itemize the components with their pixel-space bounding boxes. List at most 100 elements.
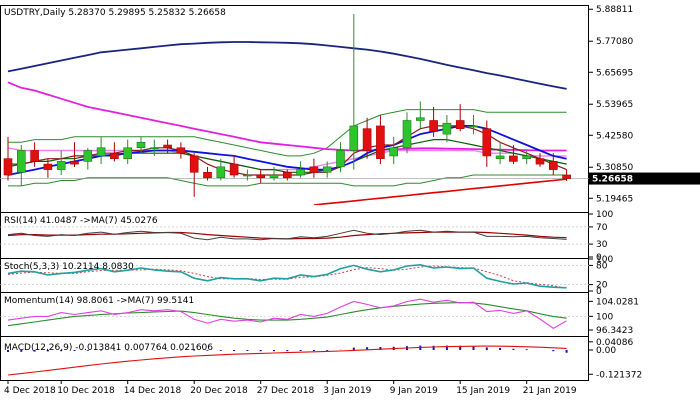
candle: [282, 171, 292, 179]
date-label: 14 Dec 2018: [124, 386, 182, 396]
candle: [349, 125, 359, 151]
macd-panel[interactable]: [7, 345, 568, 376]
axis-tick-label: 0: [596, 253, 602, 263]
candle: [110, 152, 119, 159]
momentum-line: [7, 298, 567, 329]
axis-tick-label: 5.53965: [596, 100, 633, 110]
axis-tick-label: 5.88811: [596, 5, 633, 15]
date-label: 9 Jan 2019: [390, 386, 438, 396]
candle: [415, 117, 425, 121]
rsi-title: RSI(14) 41.0487 ->MA(7) 45.0276: [4, 216, 158, 226]
axis-tick-label: 100: [596, 312, 613, 322]
candle: [269, 174, 279, 179]
candle: [548, 161, 558, 170]
momentum-axis: 104.0281 100 96.3423: [589, 297, 639, 336]
bollinger-upper-line: [8, 109, 567, 157]
axis-tick-label: 0.04086: [596, 338, 633, 348]
axis-tick-label: 0.00: [596, 346, 616, 356]
candle: [70, 161, 79, 165]
candle: [203, 171, 212, 179]
candle: [535, 158, 545, 165]
current-price-tag: 5.26658: [589, 172, 700, 185]
date-label: 27 Dec 2018: [257, 386, 315, 396]
candle: [96, 147, 106, 157]
axis-tick-label: 80: [596, 261, 608, 271]
rsi-panel[interactable]: [0, 226, 589, 245]
momentum-panel[interactable]: [0, 298, 589, 329]
moving-average-long-line: [7, 41, 567, 90]
bollinger-lower-line: [8, 174, 567, 187]
date-label: 4 Dec 2018: [4, 386, 56, 396]
axis-tick-label: 5.42580: [596, 131, 633, 141]
macd-signal-line: [7, 345, 567, 376]
candle: [150, 147, 159, 150]
candle: [176, 147, 186, 154]
axis-tick-label: -0.121372: [596, 370, 642, 380]
momentum-title: Momentum(14) 98.8061 ->MA(7) 99.5141: [4, 296, 194, 306]
axis-tick-label: 100: [596, 210, 613, 220]
candle: [522, 155, 532, 159]
candle: [455, 120, 465, 129]
candle: [163, 144, 172, 149]
trend-line: [313, 178, 567, 205]
axis-tick-label: 0: [596, 287, 602, 297]
candle: [136, 142, 146, 149]
candle: [30, 150, 39, 162]
candle: [243, 174, 252, 177]
price-axis: 5.88811 5.77080 5.65695 5.53965 5.42580 5.308…: [589, 5, 633, 204]
chart-frame: [0, 5, 589, 381]
price-panel[interactable]: [0, 14, 589, 205]
candle: [376, 125, 385, 159]
axis-tick-label: 5.19465: [596, 194, 633, 204]
candle: [189, 155, 199, 173]
axis-tick-label: 5.77080: [596, 37, 633, 47]
date-label: 21 Jan 2019: [523, 386, 577, 396]
axis-tick-label: 70: [596, 223, 608, 233]
candle: [509, 155, 518, 162]
candle: [362, 128, 372, 151]
macd-title: MACD(12,26,9) -0.013841 0.007764 0.02160…: [4, 343, 213, 353]
price-panel-title: USDTRY,Daily 5.28370 5.29895 5.25832 5.2…: [4, 8, 226, 18]
candle: [3, 158, 13, 176]
candle: [429, 120, 438, 132]
candle: [256, 174, 266, 179]
candle: [469, 125, 478, 128]
candle: [482, 128, 492, 157]
candle: [43, 163, 53, 170]
date-label: 10 Dec 2018: [57, 386, 115, 396]
candle: [495, 155, 505, 159]
date-label: 3 Jan 2019: [323, 386, 371, 396]
candle: [56, 161, 66, 170]
axis-tick-label: 96.3423: [596, 326, 633, 336]
date-label: 15 Jan 2019: [456, 386, 510, 396]
axis-tick-label: 5.65695: [596, 68, 633, 78]
stochastic-title: Stoch(5,3,3) 10.2114 8.0830: [4, 262, 134, 272]
rsi-axis: 100 70 30 0: [589, 210, 613, 263]
axis-tick-label: 5.30850: [596, 163, 633, 173]
candle: [322, 166, 332, 173]
candle: [389, 147, 399, 157]
candle: [309, 166, 319, 173]
candle: [229, 163, 239, 176]
axis-tick-label: 20: [596, 281, 608, 291]
stochastic-k-line: [7, 263, 567, 289]
candle: [123, 147, 132, 159]
svg-text:5.26658: 5.26658: [592, 175, 633, 185]
momentum-ma-line: [7, 302, 567, 327]
rsi-line: [7, 229, 567, 241]
candle: [442, 122, 452, 135]
axis-tick-label: 104.0281: [596, 297, 639, 307]
candle: [336, 150, 345, 168]
candle: [83, 150, 93, 162]
date-axis: 4 Dec 2018 10 Dec 2018 14 Dec 2018 20 Dec 2…: [4, 380, 577, 396]
axis-tick-label: 100: [596, 255, 613, 265]
axis-tick-label: 30: [596, 240, 608, 250]
moving-average-magenta-line: [7, 81, 567, 152]
stochastic-panel[interactable]: [0, 263, 589, 289]
candle: [296, 169, 305, 176]
candle: [562, 174, 571, 179]
candle: [16, 150, 26, 173]
